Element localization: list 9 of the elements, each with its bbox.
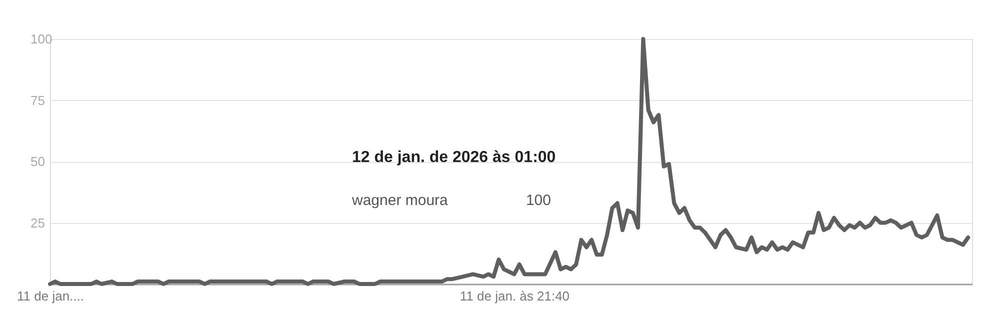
annotation: 12 de jan. de 2026 às 01:00 <box>352 149 556 166</box>
y-tick-label: 75 <box>30 92 45 108</box>
x-tick-label: 11 de jan.... <box>17 288 84 304</box>
y-tick-label: 100 <box>30 32 52 46</box>
x-tick-label: 11 de jan. às 21:40 <box>460 288 570 304</box>
y-tick-label: 50 <box>30 154 45 169</box>
text: wagner moura <box>351 192 449 209</box>
annotation: 100 <box>526 192 551 209</box>
y-tick-label: 25 <box>30 215 45 230</box>
